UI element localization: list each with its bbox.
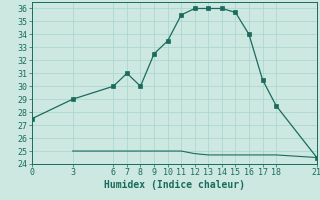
X-axis label: Humidex (Indice chaleur): Humidex (Indice chaleur)	[104, 180, 245, 190]
